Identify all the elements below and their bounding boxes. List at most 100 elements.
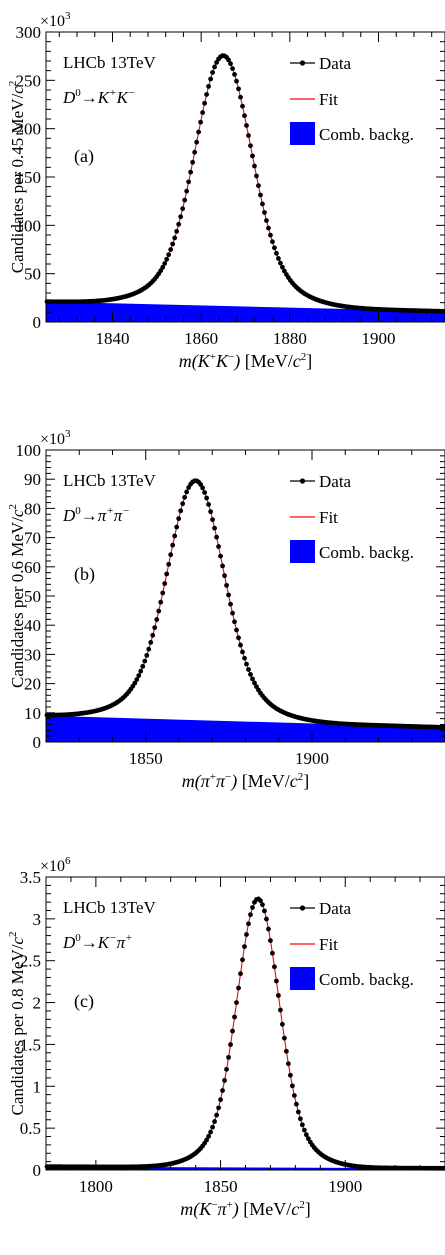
- background-area: [46, 301, 445, 322]
- x-label-close: ]: [303, 771, 309, 791]
- panel-label: (c): [74, 991, 94, 1012]
- data-points: [44, 478, 445, 730]
- y-tick-label: 100: [16, 216, 42, 235]
- y-label-unit: c: [8, 86, 27, 94]
- data-point: [182, 197, 188, 203]
- x-label-part: π: [216, 771, 226, 791]
- data-point: [278, 260, 283, 266]
- data-point: [276, 993, 281, 998]
- legend-fit-label: Fit: [319, 935, 338, 954]
- data-point: [200, 110, 206, 115]
- x-label-units: [MeV/: [237, 771, 290, 791]
- y-tick-label: 100: [16, 441, 42, 460]
- y-label-text: Candidates per 0.8 MeV/: [8, 944, 27, 1115]
- decay-daughter-charge: +: [125, 932, 132, 944]
- data-point: [208, 76, 213, 82]
- panel-label: (a): [74, 146, 94, 167]
- data-point: [216, 1105, 221, 1111]
- decay-daughter: K: [97, 88, 111, 107]
- x-tick-label: 1900: [328, 1177, 362, 1196]
- data-point: [301, 1127, 307, 1133]
- x-label-part: m(π: [182, 771, 211, 792]
- data-point: [218, 1097, 223, 1103]
- data-point: [291, 1093, 297, 1098]
- data-point: [140, 663, 146, 669]
- legend-background-swatch: [290, 967, 315, 990]
- data-point: [162, 261, 168, 266]
- data-point: [252, 680, 257, 686]
- data-point: [198, 119, 204, 125]
- data-point: [176, 221, 182, 227]
- decay-mother: D: [62, 506, 76, 525]
- y-label-text: Candidates per 0.6 MeV/: [8, 517, 27, 688]
- y-tick-label: 3.5: [20, 868, 41, 887]
- data-point: [204, 1137, 210, 1143]
- data-point: [242, 113, 247, 119]
- legend: Data Fit Comb. backg.: [290, 472, 414, 563]
- data-point: [222, 573, 227, 579]
- data-point: [272, 245, 277, 251]
- data-point: [206, 1133, 211, 1139]
- data-point: [150, 632, 156, 638]
- data-point: [190, 159, 196, 165]
- multiplier-base: ×10: [40, 858, 65, 875]
- x-label-part: K: [215, 351, 229, 371]
- data-point: [238, 971, 243, 977]
- chart-panel-3: 0 0.5 1 1.5 2 2.5 3 3.5 1800 1850 1900 ×106 Candidat…: [7, 855, 445, 1220]
- legend-data-label: Data: [319, 54, 352, 73]
- decay-arrow: →: [81, 88, 98, 107]
- legend-background-swatch: [290, 122, 315, 145]
- data-point: [256, 183, 261, 189]
- data-point: [208, 1129, 213, 1135]
- data-point: [216, 544, 221, 549]
- y-tick-label: 80: [24, 499, 41, 518]
- data-point: [274, 978, 279, 984]
- legend-data-marker: [299, 905, 306, 911]
- data-point: [202, 490, 208, 495]
- data-point: [184, 188, 190, 194]
- data-point: [234, 1000, 239, 1005]
- y-tick-label: 50: [24, 265, 41, 284]
- data-point: [212, 525, 217, 531]
- data-point: [160, 264, 166, 270]
- data-point: [258, 192, 263, 198]
- data-point: [242, 944, 247, 950]
- y-tick-label: 60: [24, 558, 41, 577]
- data-point: [186, 179, 192, 185]
- y-tick-label: 50: [24, 587, 41, 606]
- y-label-exponent: 2: [7, 504, 19, 510]
- data-point: [268, 232, 273, 238]
- data-point: [202, 100, 208, 106]
- data-point: [138, 668, 144, 674]
- experiment-label: LHCb 13TeV: [63, 471, 156, 490]
- data-point: [224, 582, 229, 588]
- data-point: [264, 218, 269, 223]
- data-point: [142, 658, 148, 664]
- y-axis-label: Candidates per 0.45 MeV/c2: [7, 81, 27, 273]
- axes-frame: [45, 876, 445, 1171]
- data-point: [146, 646, 152, 652]
- data-point: [258, 898, 263, 904]
- x-label-part: π: [217, 1199, 227, 1219]
- data-point: [136, 673, 142, 678]
- data-point: [254, 173, 259, 179]
- x-label-unit-c: c: [290, 771, 298, 791]
- x-label-exponent: 2: [301, 351, 307, 363]
- decay-daughter: K: [97, 933, 111, 952]
- decay-daughter-charge: −: [109, 932, 116, 944]
- data-point: [174, 228, 180, 234]
- data-point: [214, 1112, 219, 1118]
- x-axis-label: m(K+K−) [MeV/c2]: [179, 351, 312, 372]
- y-tick-label: 0: [33, 1161, 42, 1180]
- x-label-exponent: 2: [298, 771, 304, 783]
- x-label-part: m(K: [179, 351, 211, 372]
- data-point: [244, 123, 249, 128]
- multiplier-exponent: 3: [65, 428, 71, 440]
- data-point: [168, 247, 174, 252]
- data-point: [226, 57, 231, 63]
- y-tick-label: 90: [24, 470, 41, 489]
- data-point: [172, 533, 178, 539]
- data-point: [218, 553, 223, 559]
- x-label-part: ): [230, 771, 237, 792]
